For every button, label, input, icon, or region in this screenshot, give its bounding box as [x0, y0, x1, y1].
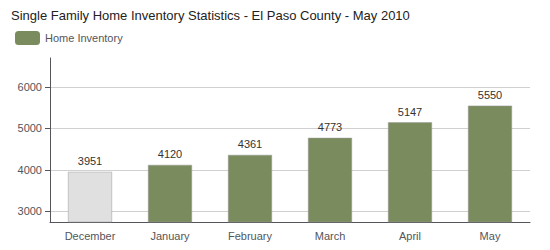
- svg-text:3000: 3000: [18, 205, 42, 217]
- svg-text:March: March: [315, 230, 346, 242]
- svg-text:3951: 3951: [78, 155, 102, 167]
- svg-text:4773: 4773: [318, 121, 342, 133]
- svg-text:May: May: [480, 230, 501, 242]
- svg-text:4000: 4000: [18, 164, 42, 176]
- svg-text:Home Inventory: Home Inventory: [45, 32, 123, 44]
- svg-text:4120: 4120: [158, 148, 182, 160]
- svg-text:5147: 5147: [398, 106, 422, 118]
- svg-text:5550: 5550: [478, 89, 502, 101]
- svg-text:4361: 4361: [238, 138, 262, 150]
- svg-text:December: December: [65, 230, 116, 242]
- svg-text:Single Family Home Inventory S: Single Family Home Inventory Statistics …: [11, 8, 410, 23]
- svg-text:February: February: [228, 230, 273, 242]
- svg-text:6000: 6000: [18, 81, 42, 93]
- svg-text:January: January: [150, 230, 190, 242]
- svg-text:5000: 5000: [18, 122, 42, 134]
- svg-text:April: April: [399, 230, 421, 242]
